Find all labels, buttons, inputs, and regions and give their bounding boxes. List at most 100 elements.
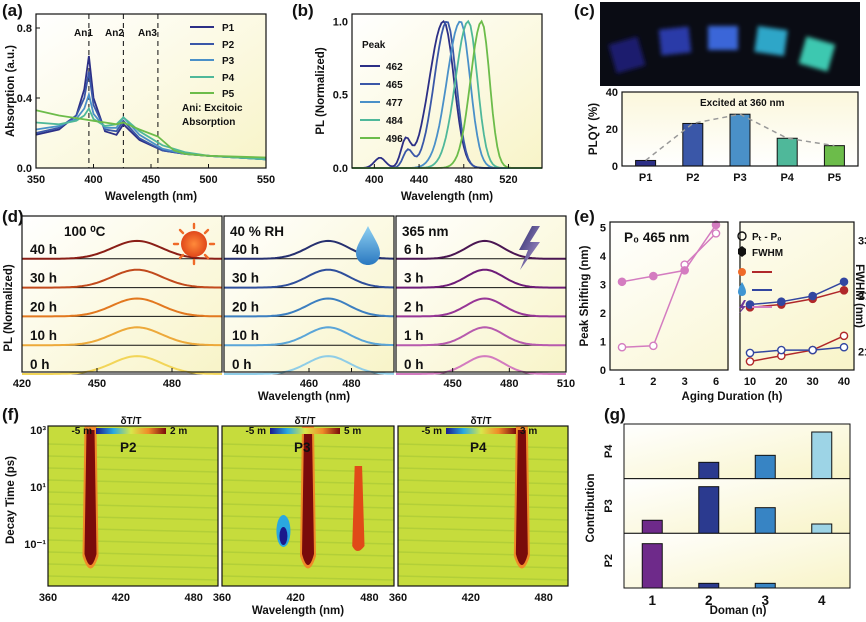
y-tick-label-40: 40 xyxy=(606,87,618,99)
x-tick-label-6: 6 xyxy=(713,376,719,388)
region-label-an2: An2 xyxy=(105,28,124,39)
point-heat-3 xyxy=(839,331,849,341)
row-label-p3: P3 xyxy=(603,499,615,512)
legend-label-p4: P4 xyxy=(222,73,235,84)
legend-label-shift: Pₜ - P₀ xyxy=(752,232,782,243)
panel-b-legend: Peak 462 465 477 484 496 xyxy=(360,40,403,145)
row-label-1-1: 30 h xyxy=(232,271,259,286)
point-humid-2 xyxy=(808,345,817,355)
panel-f-xlabel: Wavelength (nm) xyxy=(252,605,344,617)
heatmap-frame-1 xyxy=(221,425,395,587)
heatmap-stripe-0-6 xyxy=(47,515,219,521)
row-label-1-0: 40 h xyxy=(232,242,259,257)
row-label-0-2: 20 h xyxy=(30,299,57,314)
panel-b-frame xyxy=(351,13,543,169)
heatmap-bleach-core xyxy=(279,527,288,545)
heatmap-stripe-0-1 xyxy=(47,455,219,461)
legend-label-477: 477 xyxy=(386,98,403,109)
heatmap-band-core-1 xyxy=(302,430,314,565)
point-humid-0 xyxy=(745,348,755,358)
point-humid-1 xyxy=(777,345,786,355)
x-tick-label-2: 2 xyxy=(705,593,713,608)
panel-e-ylabel: Peak Shifting (nm) xyxy=(579,245,591,346)
pl-curve-0-0 xyxy=(22,239,223,260)
panel-d-xlabel: Wavelength (nm) xyxy=(258,391,350,403)
legend-label-p2: P2 xyxy=(222,40,235,51)
panel-e-chart: 0 1 2 3 4 5 21 27 33 1 2 3 6 10 20 30 40 xyxy=(600,220,866,388)
pl-curve-0-2 xyxy=(22,297,223,318)
y-tick-label-0: 0 xyxy=(600,365,606,377)
x-tick-label-0-480: 480 xyxy=(163,378,181,390)
panel-b-plot-area xyxy=(352,14,542,168)
x-tick-label-2-420: 420 xyxy=(462,592,480,604)
trend-line xyxy=(645,113,835,162)
x-tick-label-2-450: 450 xyxy=(443,378,461,390)
x-tick-label-20: 20 xyxy=(775,376,787,388)
colorbar-label-0: δT/T xyxy=(120,416,141,427)
panel-label-f: (f) xyxy=(2,405,19,424)
point-humid-fwhm-0 xyxy=(745,300,755,309)
legend-label-p5: P5 xyxy=(222,89,235,100)
y-tick-label-0.4: 0.4 xyxy=(17,93,33,105)
x-tick-label-480: 480 xyxy=(455,174,473,186)
y-tick-label-0: 0.0 xyxy=(333,163,348,175)
panel-a-xlabel: Wavelength (nm) xyxy=(105,191,197,203)
heatmap-band-core-2 xyxy=(515,430,528,565)
x-tick-label-1-480: 480 xyxy=(342,378,360,390)
point-humid-fwhm-3 xyxy=(839,277,849,287)
x-tick-label-1: 1 xyxy=(648,593,656,608)
panel-b-ylabel: PL (Normalized) xyxy=(315,47,327,134)
legend-hexagon-icon xyxy=(738,246,746,257)
x-tick-label-p4: P4 xyxy=(780,172,794,184)
legend-drop-small-icon xyxy=(738,282,746,296)
x-tick-label-p3: P3 xyxy=(733,172,746,184)
panel-g-ylabel: Contribution xyxy=(585,474,597,543)
pl-curve-0-3 xyxy=(22,326,223,347)
heatmap-title-2: P4 xyxy=(470,440,487,455)
panel-label-b: (b) xyxy=(292,1,314,20)
point-heat-0 xyxy=(745,357,755,366)
bar-p4 xyxy=(776,137,798,167)
row-label-0-0: 40 h xyxy=(30,242,57,257)
x-tick-label-1-360: 360 xyxy=(213,592,231,604)
x-tick-label-10: 10 xyxy=(744,376,756,388)
row-label-2-1: 3 h xyxy=(404,271,424,286)
colorbar-max-1: 5 m xyxy=(344,426,361,437)
heatmap-stripe-2-8 xyxy=(397,539,569,545)
y2-tick-label-33: 33 xyxy=(858,236,866,248)
legend-label-fwhm: FWHM xyxy=(752,248,783,259)
annotation-line1: Ani: Excitoic xyxy=(182,103,243,114)
heatmap-stripe-0-10 xyxy=(47,563,219,569)
pl-curve-2-3 xyxy=(396,326,566,347)
y-tick-label-2: 2 xyxy=(600,308,606,320)
x-tick-label-3: 3 xyxy=(682,376,688,388)
row-label-p4: P4 xyxy=(603,444,615,458)
panel-b-chart: 400 440 480 520 0.0 0.5 1.0 xyxy=(333,13,543,186)
line-p4 xyxy=(35,106,267,161)
legend-lightning-small-icon xyxy=(739,300,746,314)
x-tick-label-1: 1 xyxy=(619,376,625,388)
y2-tick-label-21: 21 xyxy=(858,347,866,359)
lightning-icon xyxy=(519,226,540,270)
bar-p4-n4 xyxy=(811,431,833,480)
line-p5 xyxy=(35,109,267,159)
x-tick-label-400: 400 xyxy=(365,174,383,186)
bar-p2-n1 xyxy=(641,543,663,589)
panel-f-chart: -5 m 2 m δT/T P2 360 420 480 -5 m 5 m δT/T P3 360 42… xyxy=(24,416,569,604)
x-tick-label-0-420: 420 xyxy=(13,378,31,390)
bar-p3-n4 xyxy=(811,523,833,534)
panel-g-xlabel: Doman (n) xyxy=(710,605,767,617)
x-tick-label-p2: P2 xyxy=(686,172,699,184)
panel-a-region-labels: An1 An2 An3 xyxy=(74,28,157,39)
x-tick-label-2-360: 360 xyxy=(389,592,407,604)
panel-e-frame-right xyxy=(739,221,855,371)
heatmap-stripe-2-3 xyxy=(397,479,569,485)
heatmap-band-secondary xyxy=(352,466,365,551)
y-tick-label-5: 5 xyxy=(600,223,606,235)
panel-d-sub-2-bg xyxy=(396,216,566,372)
heatmap-stripe-2-2 xyxy=(397,467,569,473)
heatmap-stripe-0-4 xyxy=(47,491,219,497)
heatmap-stripe-2-4 xyxy=(397,491,569,497)
axis-gap xyxy=(729,221,739,371)
